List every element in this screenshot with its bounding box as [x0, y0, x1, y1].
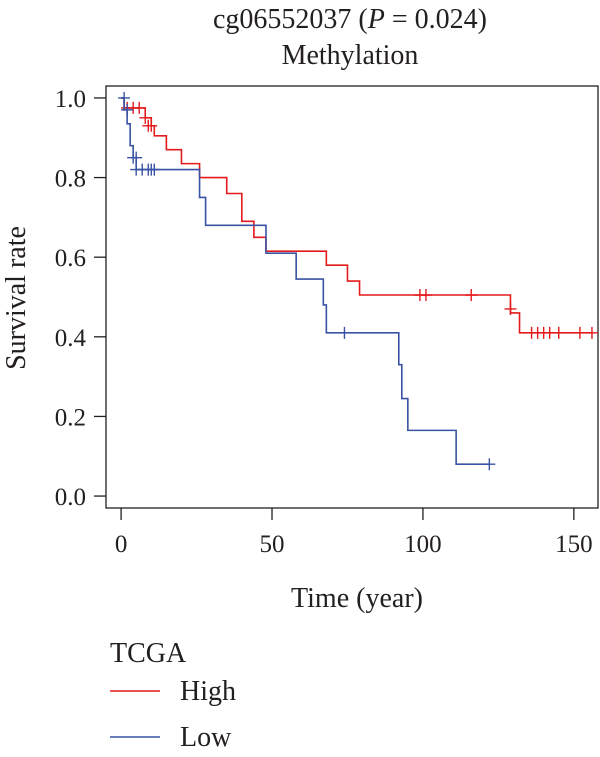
x-axis: 0 50 100 150 — [115, 508, 593, 558]
x-tick-label: 150 — [555, 531, 593, 558]
x-tick-label: 0 — [115, 531, 128, 558]
legend-label-high: High — [180, 676, 236, 707]
y-tick-label: 0.6 — [55, 245, 86, 272]
plot-area — [105, 85, 599, 509]
y-tick-label: 0.4 — [55, 325, 87, 352]
y-tick-label: 0.0 — [55, 484, 86, 511]
censor-mark-high — [145, 119, 158, 132]
chart-title: cg06552037 (P = 0.024) — [213, 4, 487, 35]
y-tick-label: 0.8 — [55, 166, 86, 193]
y-axis: 0.0 0.2 0.4 0.6 0.8 1.0 — [55, 86, 106, 511]
y-axis-label: Survival rate — [1, 226, 32, 370]
y-tick-label: 0.2 — [55, 404, 86, 431]
censor-mark-high — [552, 326, 565, 339]
censor-mark-high — [573, 326, 586, 339]
censor-mark-low — [148, 163, 161, 176]
censor-mark-low — [118, 91, 131, 104]
censor-mark-low — [130, 151, 143, 164]
censor-mark-low — [483, 458, 496, 471]
chart-subtitle: Methylation — [282, 40, 419, 71]
legend: TCGA High Low — [110, 638, 236, 753]
plot-frame — [105, 85, 599, 509]
survival-curve-low — [121, 97, 490, 466]
censor-mark-high — [504, 302, 517, 315]
censor-mark-high — [139, 111, 152, 124]
survival-curve-high — [121, 97, 592, 334]
censor-mark-high — [585, 326, 598, 339]
x-axis-label: Time (year) — [291, 583, 423, 614]
censor-mark-high — [465, 289, 478, 302]
y-tick-label: 1.0 — [55, 86, 86, 113]
censor-mark-low — [338, 326, 351, 339]
censor-mark-low — [121, 103, 134, 116]
x-tick-label: 50 — [260, 531, 285, 558]
x-tick-label: 100 — [404, 531, 442, 558]
series-layer — [118, 91, 598, 471]
legend-title: TCGA — [110, 638, 187, 669]
censor-mark-high — [419, 289, 432, 302]
legend-label-low: Low — [180, 722, 232, 753]
censor-mark-high — [133, 101, 146, 114]
